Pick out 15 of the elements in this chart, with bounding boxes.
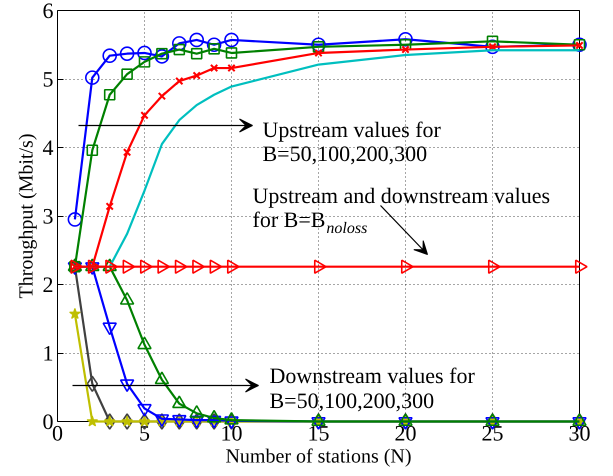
x-tick-label: 10 — [220, 420, 242, 446]
x-tick-label: 15 — [308, 420, 330, 446]
annotation: Downstream values for B=50,100,200,300 — [270, 363, 476, 413]
x-tick-label: 25 — [482, 420, 504, 446]
annotation: Upstream values for B=50,100,200,300 — [262, 117, 442, 166]
y-tick-label: 5 — [42, 66, 54, 92]
x-tick-label: 30 — [568, 420, 590, 446]
x-tick-label: 20 — [394, 420, 416, 446]
y-tick-label: 3 — [42, 204, 54, 228]
y-tick-label: 4 — [42, 135, 54, 160]
y-tick-label: 6 — [42, 0, 54, 23]
y-tick-label: 1 — [42, 340, 54, 366]
y-tick-label: 2 — [42, 272, 54, 297]
y-axis-title: Throughput (Mbit/s) — [16, 133, 38, 298]
x-axis-title: Number of stations (N) — [225, 446, 412, 468]
